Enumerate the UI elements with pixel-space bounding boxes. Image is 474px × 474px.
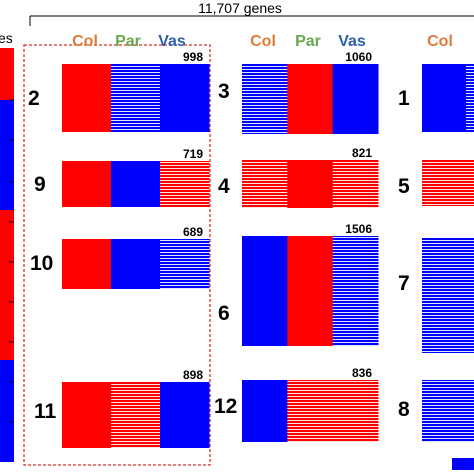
cluster-number: 8: [398, 398, 410, 421]
left-axis-ticks: [9, 99, 14, 423]
heatmap-cell-col: [62, 239, 112, 289]
genes-bracket: [29, 15, 474, 26]
header-col: Col: [250, 33, 276, 50]
cluster-panel-12: 12 836: [214, 366, 379, 442]
column-headers-group-1: Col Par Vas: [72, 33, 186, 50]
left-partial-block: [0, 100, 14, 210]
heatmap-cell-col: [62, 64, 112, 132]
heatmap-cell-col: [62, 382, 112, 448]
heatmap-cell-col: [422, 238, 474, 353]
heatmap-cell-par: [287, 236, 334, 346]
cluster-number: 5: [398, 175, 410, 198]
cluster-number: 7: [398, 272, 410, 295]
heatmap-cell-vas: [160, 64, 210, 132]
heatmap-cell-par: [287, 160, 334, 208]
cluster-panel-8: 8: [398, 380, 474, 442]
cluster-number: 6: [218, 302, 230, 325]
heatmap-cell-par: [287, 64, 334, 134]
heatmap-cell-vas: [332, 160, 379, 208]
heatmap-cell-col: [242, 236, 288, 346]
heatmap-cell-par: [111, 239, 161, 289]
cluster-number: 1: [398, 87, 410, 110]
heatmap-cell-col: [422, 160, 474, 206]
heatmap-cell-par: [287, 380, 334, 442]
heatmap-cell-col: [422, 380, 474, 442]
heatmap-cell-col: [62, 161, 112, 207]
gene-count-label: 998: [183, 50, 203, 64]
left-partial-block: [0, 210, 14, 360]
heatmap-cell-vas: [332, 380, 379, 442]
gene-count-label: 1060: [345, 50, 372, 64]
header-vas: Vas: [158, 33, 186, 50]
column-headers-group-3: Col: [427, 33, 453, 50]
column-headers-group-2: Col Par Vas: [250, 33, 366, 50]
heatmap-cell-vas: [160, 239, 210, 289]
cluster-panel-5: 5: [398, 160, 474, 206]
heatmap-cell-par: [111, 161, 161, 207]
cluster-panel-6: 6 1506: [218, 222, 379, 346]
heatmap-cell-col: [242, 160, 288, 208]
highlight-box: [23, 44, 211, 466]
heatmap-cell-vas: [332, 64, 379, 134]
cluster-panels: 2 998 9 719 10 689 11 898 3 1060 4 821 6 1506 12 836 1 5 7…: [28, 50, 474, 448]
left-fragment-label: es: [0, 30, 13, 46]
cluster-panel-7: 7: [398, 238, 474, 353]
cluster-panel-4: 4 821: [218, 146, 379, 208]
heatmap-cell-par: [111, 382, 161, 448]
header-par: Par: [115, 33, 141, 50]
gene-count-label: 898: [183, 368, 203, 382]
color-scale-fragment: [452, 458, 474, 470]
gene-count-label: 719: [183, 147, 203, 161]
left-partial-block: [0, 48, 14, 100]
gene-count-label: 821: [352, 146, 372, 160]
heatmap-cell-vas: [160, 382, 210, 448]
left-partial-block: [0, 360, 14, 462]
cluster-panel-10: 10 689: [30, 225, 210, 289]
cluster-number: 9: [34, 173, 46, 196]
total-genes-label: 11,707 genes: [198, 0, 282, 16]
cluster-panel-2: 2 998: [28, 50, 210, 132]
heatmap-cell-col: [422, 64, 474, 132]
cluster-number: 11: [34, 400, 57, 423]
header-par: Par: [295, 33, 321, 50]
header-vas: Vas: [338, 33, 366, 50]
gene-count-label: 689: [183, 225, 203, 239]
cluster-number: 12: [214, 395, 237, 418]
header-col: Col: [72, 33, 98, 50]
header-col: Col: [427, 33, 453, 50]
cluster-number: 3: [218, 80, 230, 103]
gene-count-label: 1506: [345, 222, 372, 236]
cluster-number: 10: [30, 252, 53, 275]
left-partial-column: [0, 48, 14, 462]
heatmap-cell-vas: [332, 236, 379, 346]
cluster-number: 4: [218, 175, 230, 198]
gene-count-label: 836: [352, 366, 372, 380]
cluster-panel-1: 1: [398, 64, 474, 132]
cluster-panel-3: 3 1060: [218, 50, 379, 134]
cluster-panel-9: 9 719: [34, 147, 210, 207]
cluster-panel-11: 11 898: [34, 368, 210, 448]
heatmap-cell-par: [111, 64, 161, 132]
heatmap-cell-col: [242, 380, 288, 442]
heatmap-cell-col: [242, 64, 288, 134]
heatmap-cell-vas: [160, 161, 210, 207]
heatmap-edge-band: [466, 64, 474, 132]
cluster-number: 2: [28, 87, 40, 110]
